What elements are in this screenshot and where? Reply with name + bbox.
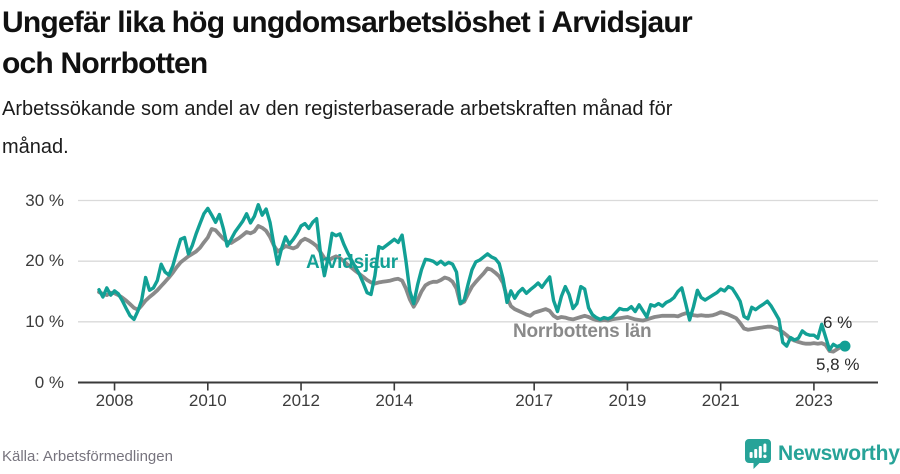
x-axis-tick-label: 2012 bbox=[282, 391, 320, 410]
series-line-arvidsjaur bbox=[97, 202, 847, 352]
series-line-norrbottens-l-n bbox=[97, 224, 847, 354]
title-line-1: Ungefär lika hög ungdomsarbetslöshet i A… bbox=[2, 6, 693, 39]
x-axis-tick-label: 2008 bbox=[95, 391, 134, 410]
y-axis-tick-label: 20 % bbox=[25, 251, 64, 271]
newsworthy-logo-text: Newsworthy bbox=[778, 442, 900, 465]
y-axis-tick-label: 30 % bbox=[25, 190, 64, 210]
x-axis-tick-label: 2019 bbox=[608, 391, 647, 410]
newsworthy-logo[interactable]: Newsworthy bbox=[745, 439, 900, 469]
end-value-label-arvidsjaur: 6 % bbox=[823, 313, 853, 332]
y-axis-tick-label: 10 % bbox=[25, 311, 64, 331]
series-label-norrbotten: Norrbottens län bbox=[513, 321, 652, 342]
x-axis-tick-label: 2010 bbox=[188, 391, 227, 410]
subtitle-line-1: Arbetssökande som andel av den registerb… bbox=[2, 98, 673, 120]
x-axis-tick-label: 2014 bbox=[375, 391, 414, 410]
y-axis-tick-label: 0 % bbox=[34, 372, 64, 392]
title-line-2: och Norrbotten bbox=[2, 47, 208, 80]
series-label-arvidsjaur: Arvidsjaur bbox=[306, 252, 398, 273]
subtitle-line-2: månad. bbox=[2, 136, 69, 158]
x-axis-tick-label: 2017 bbox=[515, 391, 554, 410]
series-end-dot bbox=[839, 340, 851, 352]
x-axis-tick-label: 2023 bbox=[794, 391, 833, 410]
end-value-label-norrbotten: 5,8 % bbox=[816, 355, 860, 374]
x-axis-tick-label: 2021 bbox=[701, 391, 740, 410]
source-attribution: Källa: Arbetsförmedlingen bbox=[2, 448, 173, 465]
page-title: Ungefär lika hög ungdomsarbetslöshet i A… bbox=[2, 2, 882, 84]
newsworthy-bubble-icon bbox=[745, 439, 771, 469]
chart-subtitle: Arbetssökande som andel av den registerb… bbox=[2, 90, 862, 166]
